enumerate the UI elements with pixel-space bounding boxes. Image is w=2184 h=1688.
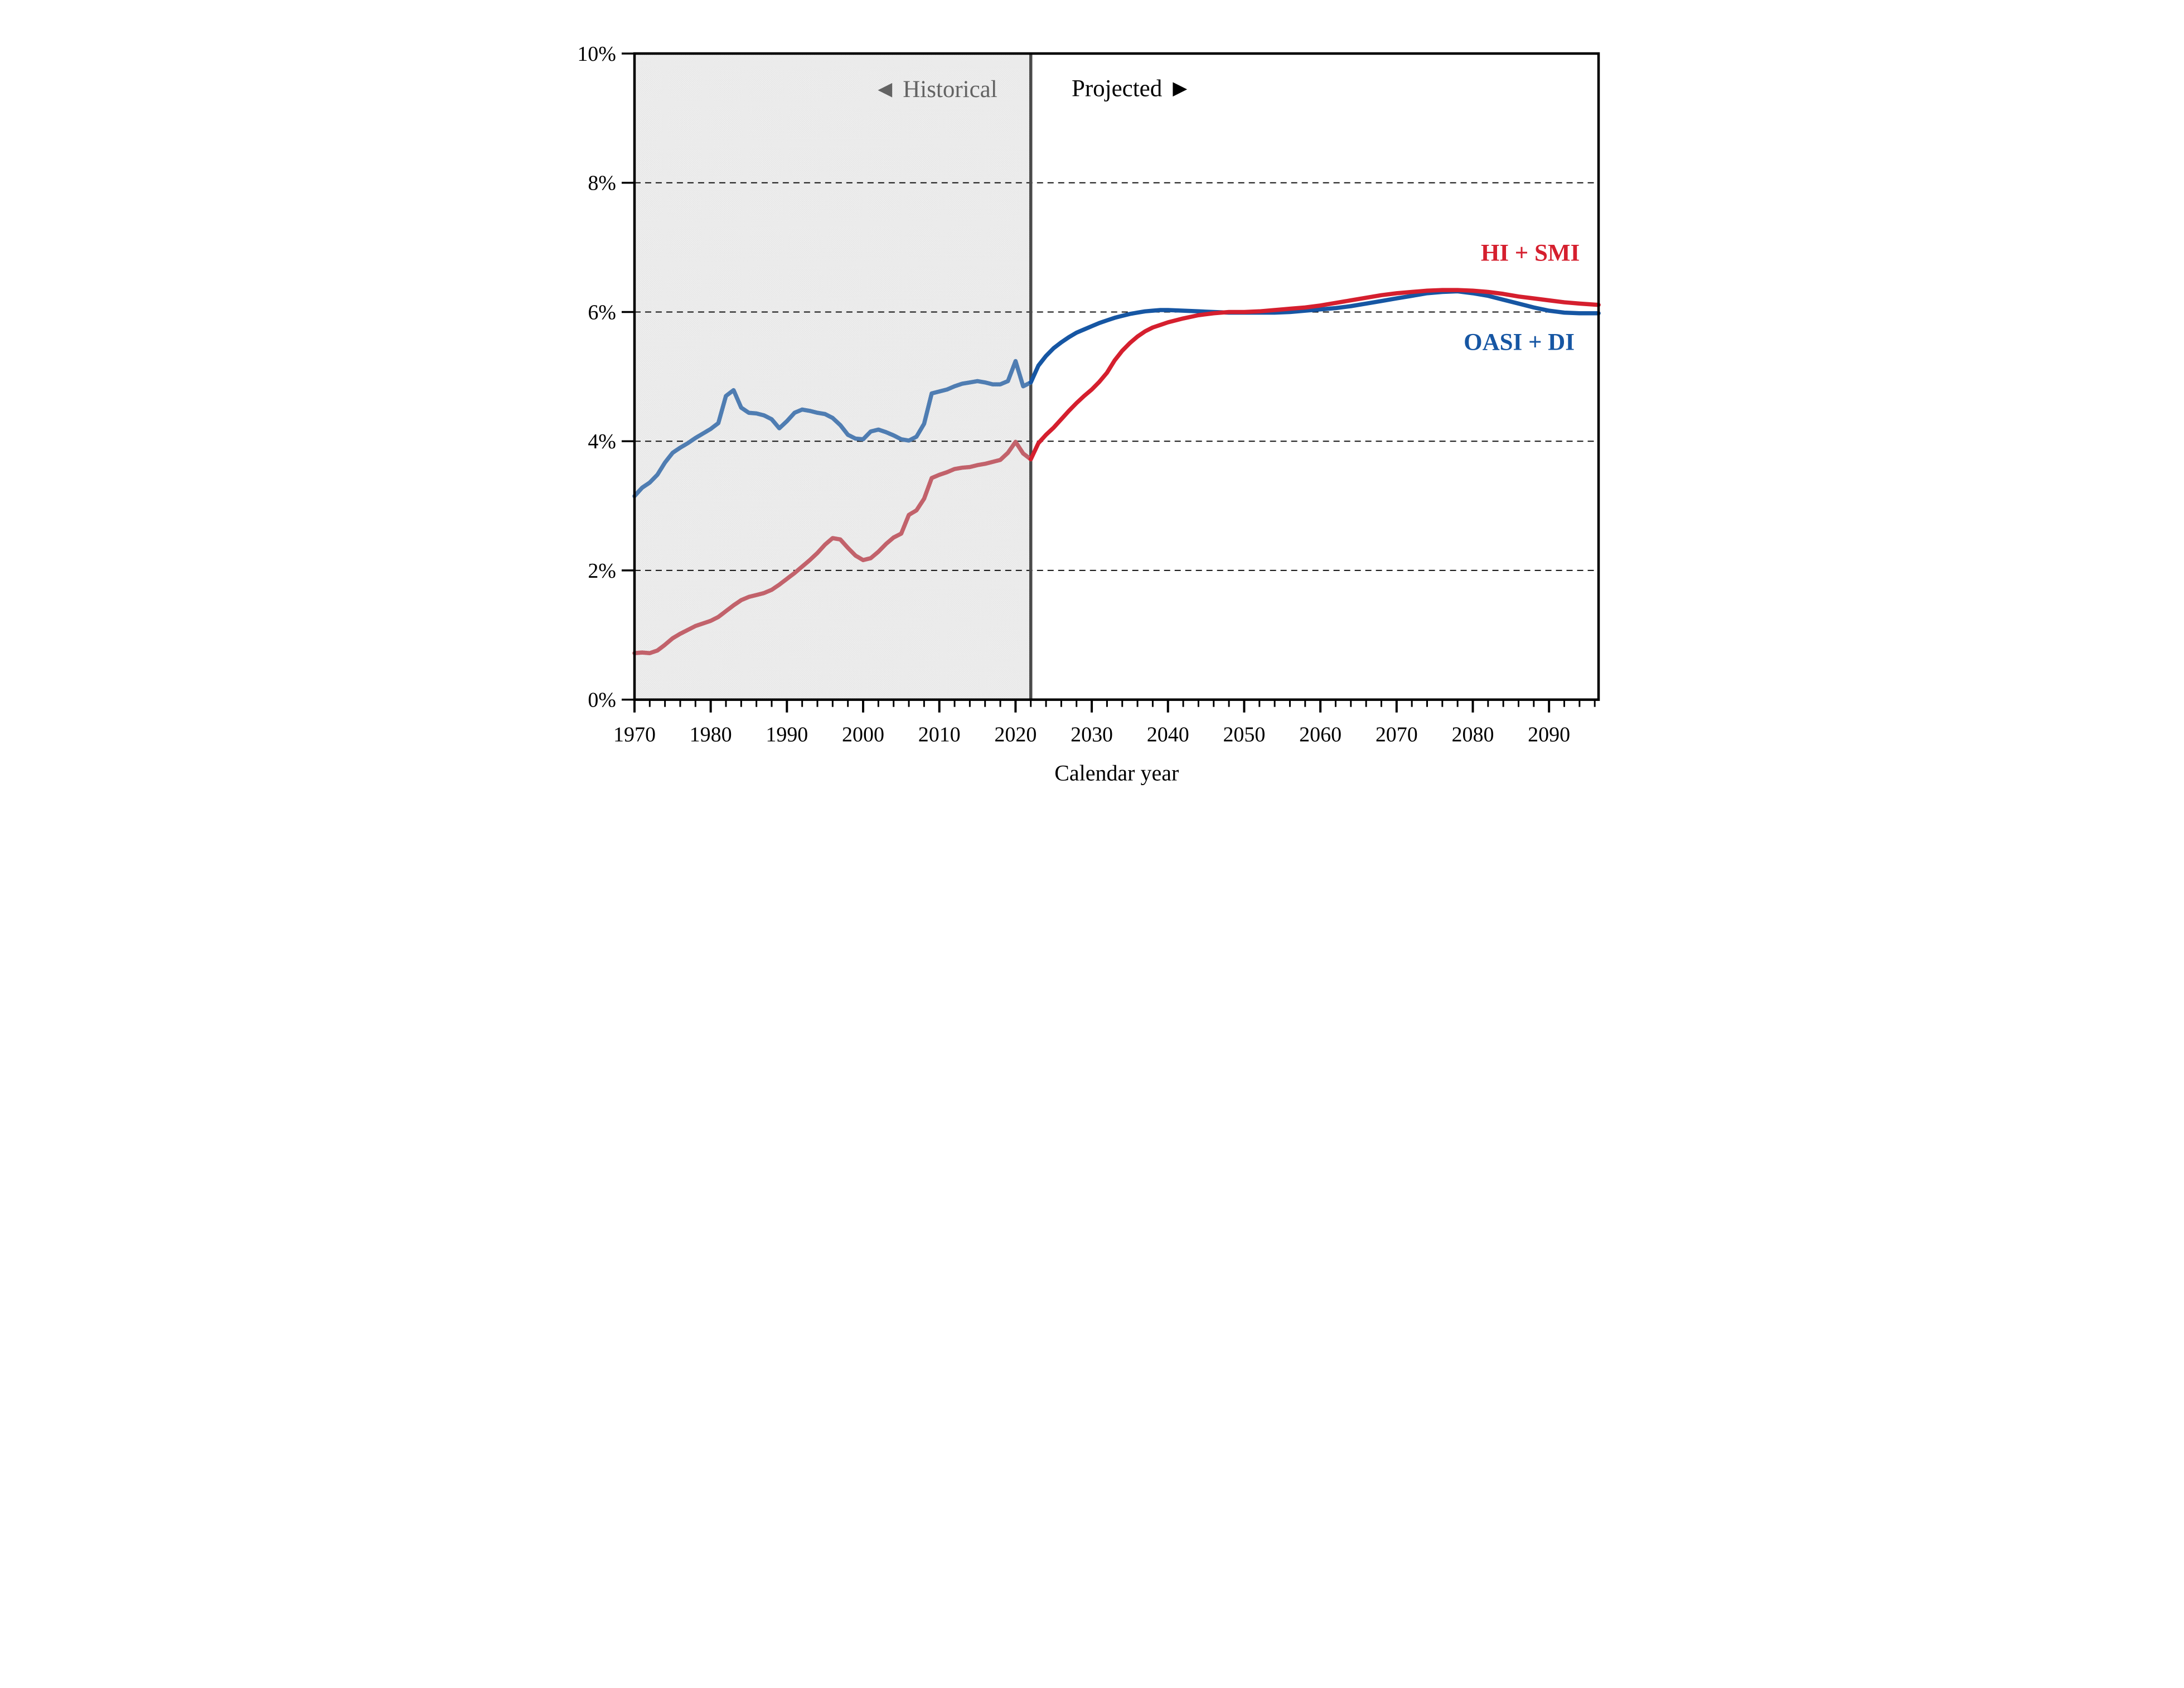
projected-region-label: Projected ►	[1071, 75, 1192, 101]
x-axis-tick-label: 2060	[1299, 723, 1342, 747]
chart-render-root: 0% 2% 4% 6% 8% 10% 1970 1980 1990 2000 2010 2020 203…	[577, 42, 1601, 747]
series-label-hi-smi: HI + SMI	[1480, 240, 1579, 266]
series-oasi-di-historical-line	[632, 359, 1033, 499]
series-hi-smi-projected-line	[1028, 288, 1601, 462]
x-axis-tick-label: 2020	[994, 723, 1037, 747]
historical-region-label: ◄ Historical	[873, 76, 997, 103]
plot-frame	[633, 52, 1600, 701]
x-axis-tick-label: 1970	[613, 723, 655, 747]
y-axis-tick-label: 10%	[577, 42, 616, 66]
chart-container: 0% 2% 4% 6% 8% 10% 1970 1980 1990 2000 2010 2020 203…	[546, 0, 1638, 844]
x-axis-tick-label: 2010	[918, 723, 960, 747]
x-axis-tick-label: 2050	[1223, 723, 1265, 747]
cost-as-percent-of-gdp-chart: 0% 2% 4% 6% 8% 10% 1970 1980 1990 2000 2010 2020 203…	[546, 0, 1638, 844]
x-axis-tick-label: 1980	[689, 723, 732, 747]
series-label-oasi-di: OASI + DI	[1464, 329, 1575, 355]
x-axis-tick-label: 2000	[842, 723, 884, 747]
y-axis-tick-label: 6%	[588, 301, 616, 324]
x-axis-tick-label: 2040	[1146, 723, 1189, 747]
y-axis-tick-label: 0%	[588, 689, 616, 712]
y-axis-tick-label: 8%	[588, 172, 616, 195]
series-hi-smi-historical-line	[632, 439, 1033, 655]
x-axis-tick-label: 2070	[1375, 723, 1417, 747]
historical-shaded-region	[634, 53, 1031, 700]
x-axis-tick-label: 2080	[1451, 723, 1494, 747]
y-axis-tick-label: 4%	[588, 430, 616, 453]
y-axis-tick-label: 2%	[588, 559, 616, 583]
x-axis-tick-label: 2090	[1528, 723, 1570, 747]
x-axis-tick-label: 1990	[766, 723, 808, 747]
x-axis-tick-label: 2030	[1071, 723, 1113, 747]
chart-page: 0% 2% 4% 6% 8% 10% 1970 1980 1990 2000 2010 2020 203…	[546, 0, 1638, 844]
x-axis-title: Calendar year	[1054, 761, 1179, 786]
